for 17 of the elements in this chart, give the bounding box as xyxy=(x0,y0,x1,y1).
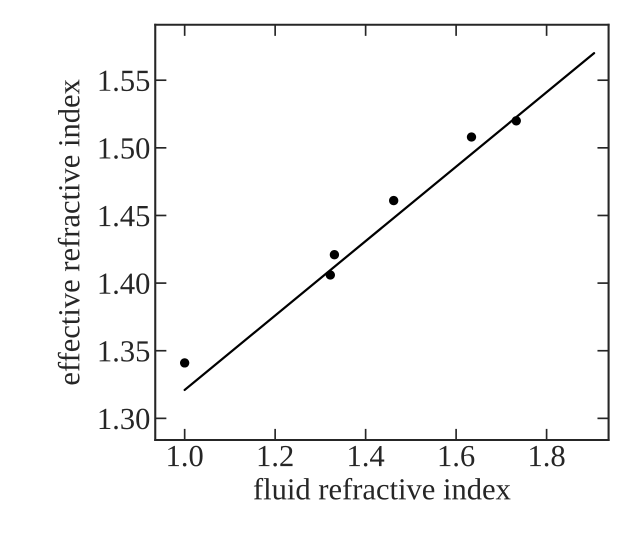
y-tick-label: 1.40 xyxy=(100,273,150,294)
point xyxy=(389,196,398,206)
x-tick-label: 1.4 xyxy=(349,446,384,466)
x-tick-label: 1.2 xyxy=(258,446,293,466)
y-axis-title: effective refractive index xyxy=(58,79,80,384)
point xyxy=(180,358,190,368)
point xyxy=(330,250,340,260)
y-tick-label: 1.45 xyxy=(100,206,150,227)
x-tick-label: 1.8 xyxy=(530,446,565,466)
y-tick-label: 1.55 xyxy=(100,70,150,92)
y-tick-label: 1.50 xyxy=(100,138,150,159)
x-tick-label: 1.6 xyxy=(440,446,474,466)
x-axis-title: fluid refractive index xyxy=(254,478,510,500)
y-tick-label: 1.30 xyxy=(100,408,150,430)
y-tick-label: 1.35 xyxy=(100,341,150,362)
x-tick-label: 1.0 xyxy=(168,446,203,466)
point xyxy=(466,132,476,142)
